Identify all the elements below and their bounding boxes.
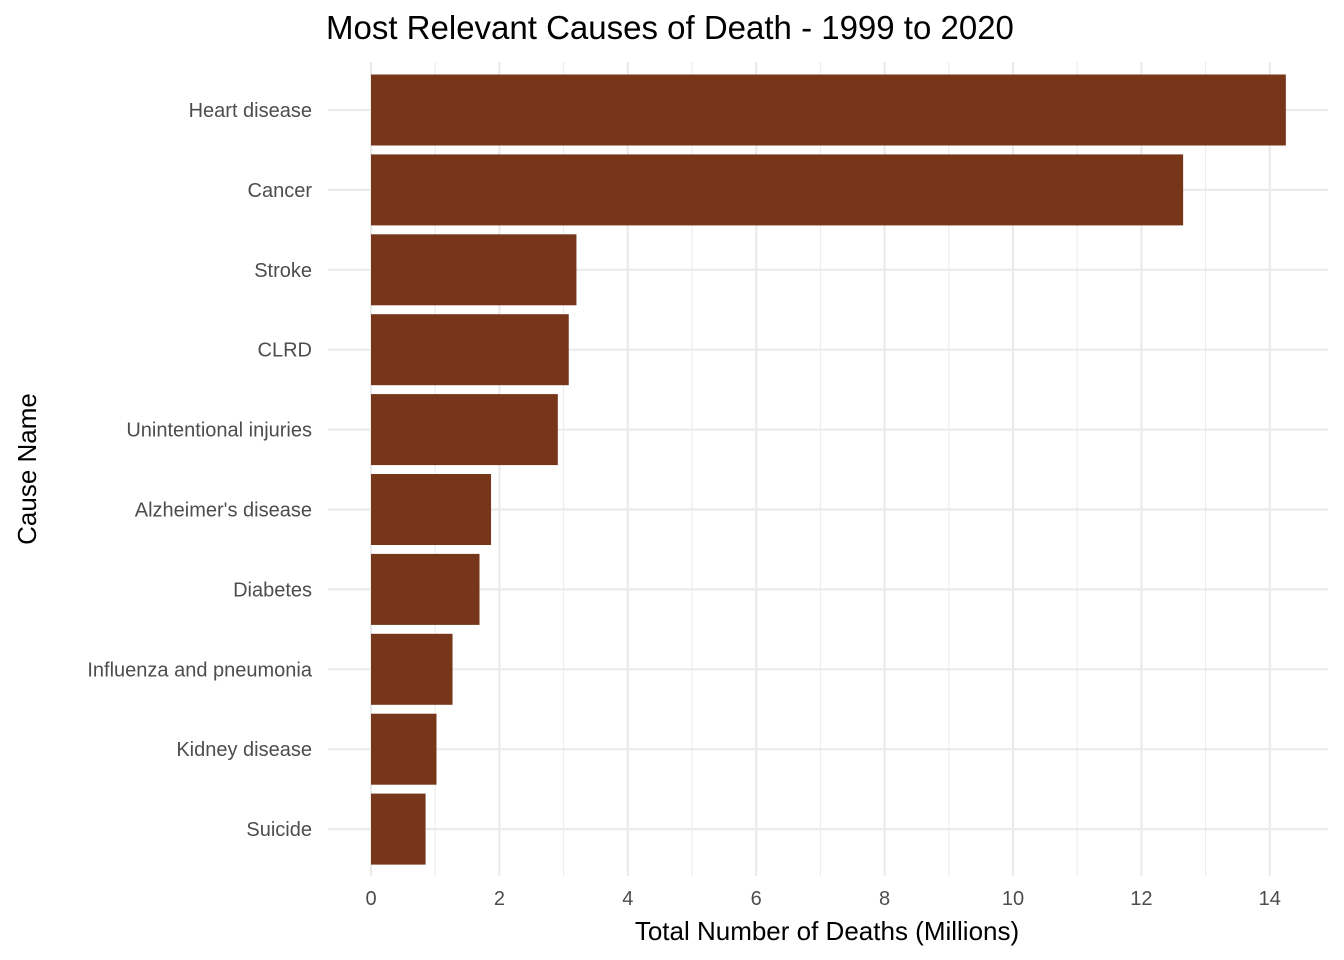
x-tick-label: 0 xyxy=(365,888,376,910)
y-tick-label: Stroke xyxy=(254,260,312,282)
bar xyxy=(371,633,453,705)
y-tick-label: Cancer xyxy=(248,180,313,202)
y-tick-label: Suicide xyxy=(246,819,312,841)
y-tick-label: Unintentional injuries xyxy=(126,420,312,442)
bar xyxy=(371,314,569,386)
chart-title: Most Relevant Causes of Death - 1999 to … xyxy=(326,9,1014,46)
bars xyxy=(371,74,1286,865)
x-tick-label: 8 xyxy=(879,888,890,910)
x-axis-tick-labels: 0 2 4 6 8 10 12 14 xyxy=(365,888,1280,910)
bar xyxy=(371,154,1184,226)
y-axis-title: Cause Name xyxy=(12,393,42,545)
x-tick-label: 2 xyxy=(494,888,505,910)
bar xyxy=(371,234,577,306)
bar xyxy=(371,74,1286,146)
y-tick-label: CLRD xyxy=(258,340,312,362)
y-tick-label: Heart disease xyxy=(189,100,312,122)
y-tick-label: Kidney disease xyxy=(176,739,312,761)
x-tick-label: 14 xyxy=(1259,888,1281,910)
bar xyxy=(371,793,426,865)
bar xyxy=(371,474,492,545)
y-axis-tick-labels: Heart disease Cancer Stroke CLRD Unintention… xyxy=(87,100,312,841)
y-tick-label: Diabetes xyxy=(233,579,312,601)
x-tick-label: 10 xyxy=(1002,888,1024,910)
x-tick-label: 4 xyxy=(622,888,633,910)
bar xyxy=(371,553,480,625)
x-tick-label: 12 xyxy=(1130,888,1152,910)
y-tick-label: Alzheimer's disease xyxy=(135,500,312,522)
bar xyxy=(371,394,558,466)
y-tick-label: Influenza and pneumonia xyxy=(87,659,312,681)
bar xyxy=(371,713,437,785)
x-axis-title: Total Number of Deaths (Millions) xyxy=(635,916,1019,946)
x-tick-label: 6 xyxy=(751,888,762,910)
